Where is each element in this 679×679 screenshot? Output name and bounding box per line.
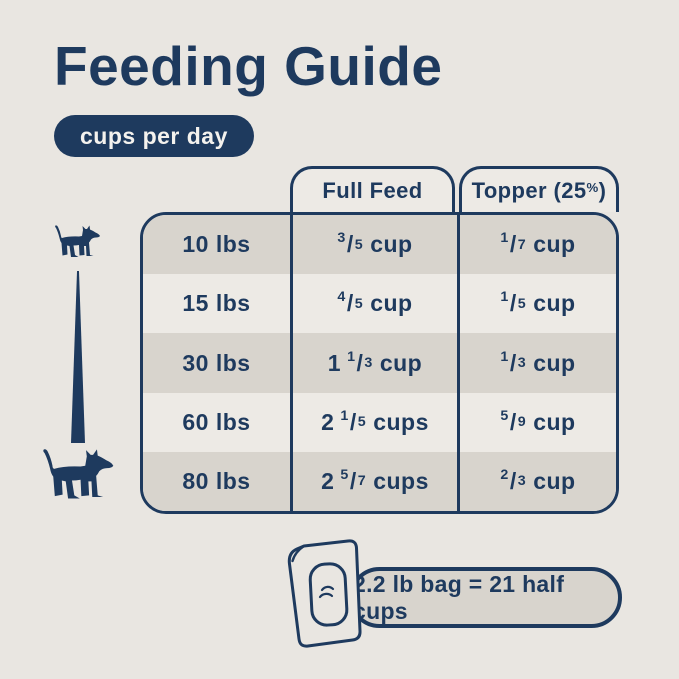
- bag-note-text: 2.2 lb bag = 21 half cups: [353, 570, 565, 624]
- small-dog-icon: [55, 225, 100, 257]
- weight-cell: 10 lbs: [182, 231, 251, 258]
- full-feed-cell: 2 5/7 cups: [290, 451, 457, 511]
- table-row: 30 lbs 1 1/3 cup 1/3 cup: [143, 333, 616, 393]
- topper-cell: 1/5 cup: [457, 274, 616, 334]
- unit-badge: cups per day: [54, 115, 254, 157]
- weight-cell: 80 lbs: [182, 467, 251, 494]
- full-feed-cell: 4/5 cup: [290, 274, 457, 334]
- topper-cell: 5/9 cup: [457, 392, 616, 452]
- size-scale-wedge: [71, 271, 85, 443]
- full-feed-label: Full Feed: [322, 177, 423, 203]
- full-feed-cell: 2 1/5 cups: [290, 392, 457, 452]
- topper-label: Topper (25%): [471, 177, 607, 203]
- weight-cell: 30 lbs: [182, 349, 251, 376]
- table-row: 60 lbs 2 1/5 cups 5/9 cup: [143, 392, 616, 452]
- bag-equivalence-badge: 2.2 lb bag = 21 half cups: [349, 567, 622, 628]
- table-row: 15 lbs 4/5 cup 1/5 cup: [143, 274, 616, 334]
- topper-cell: 1/7 cup: [457, 215, 616, 275]
- food-bag-icon: [287, 539, 362, 648]
- column-header-topper: Topper (25%): [459, 166, 619, 212]
- topper-cell: 1/3 cup: [457, 333, 616, 393]
- full-feed-cell: 3/5 cup: [290, 215, 457, 275]
- weight-cell: 60 lbs: [182, 408, 251, 435]
- full-feed-cell: 1 1/3 cup: [290, 333, 457, 393]
- topper-cell: 2/3 cup: [457, 451, 616, 511]
- percent-superscript: %: [586, 179, 599, 195]
- feeding-table: 10 lbs 3/5 cup 1/7 cup 15 lbs 4/5 cup 1/5 cu…: [140, 212, 619, 514]
- column-header-full-feed: Full Feed: [290, 166, 455, 212]
- weight-cell: 15 lbs: [182, 290, 251, 317]
- large-dog-icon: [43, 449, 114, 499]
- table-row: 10 lbs 3/5 cup 1/7 cup: [143, 215, 616, 275]
- table-row: 80 lbs 2 5/7 cups 2/3 cup: [143, 451, 616, 511]
- kibble-squiggle: [318, 585, 335, 599]
- page-title: Feeding Guide: [54, 35, 443, 97]
